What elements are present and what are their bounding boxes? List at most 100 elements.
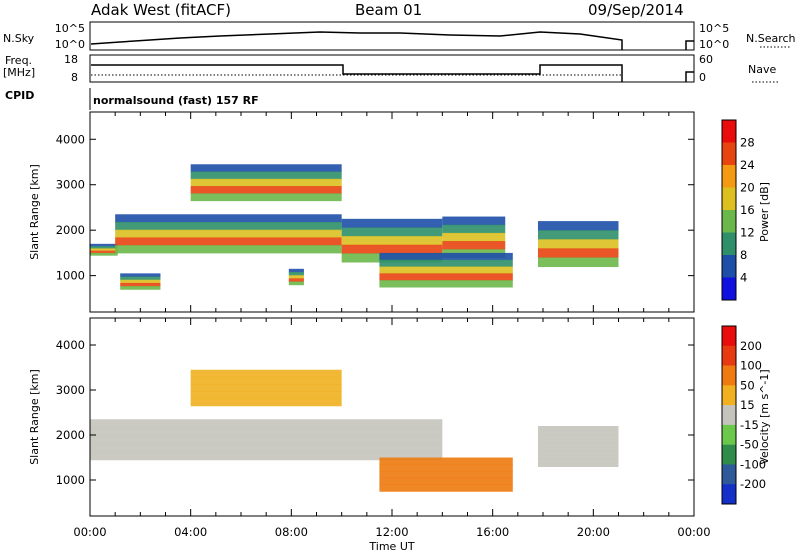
power-feature-4-band-1 [537,230,619,240]
power-feature-2-band-2 [341,236,443,246]
power-feature-6-band-0 [120,273,161,278]
xtick-label-1: 04:00 [174,525,207,539]
velocity-colorbar-label: Velocity [m s^-1] [758,369,771,464]
power-colorbar-tick-6: 28 [740,136,755,150]
velocity-feature-2-band-0 [379,457,513,465]
velocity-colorbar-tick-1: 100 [740,359,762,373]
freq-tick-bot: 8 [71,71,78,84]
velocity-colorbar: 200 100 50 15 -15 -50 -100 -200 [721,325,766,505]
freq-label: Freq. [5,54,32,67]
power-feature-0-band-0 [90,243,118,247]
nave-tick-top: 60 [699,53,713,66]
velocity-colorbar-swatch-0 [722,326,736,347]
velocity-feature-0-band-3 [90,443,443,453]
power-colorbar-swatch-2 [722,165,736,188]
velocity-feature-0-band-0 [90,419,443,428]
nsky-trace [90,31,623,50]
power-feature-8-band-0 [288,268,304,273]
velocity-feature-3-band-0 [537,426,619,435]
power-colorbar-tick-3: 16 [740,203,755,217]
velocity-colorbar-swatch-5 [722,424,736,445]
power-colorbar-swatch-5 [722,232,736,256]
velocity-colorbar-tick-5: -50 [740,438,759,452]
freq-trace-end [685,71,694,82]
cpid-value: normalsound (fast) 157 RF [93,94,259,107]
date-title: 09/Sep/2014 [588,1,684,19]
power-colorbar-tick-4: 20 [740,181,755,195]
power-colorbar-swatch-7 [722,277,736,301]
nsky-trace-end [685,40,694,50]
nsky-tick-top: 10^5 [55,22,85,35]
velocity-colorbar-tick-3: 15 [740,398,755,412]
power-feature-3-band-3 [442,241,506,250]
power-feature-5-band-3 [190,186,342,194]
velocity-colorbar-swatch-3 [722,385,736,406]
power-feature-8-band-4 [288,281,304,286]
velocity-feature-1-band-1 [190,376,342,385]
velocity-colorbar-tick-6: -100 [740,457,766,471]
power-marks [90,164,619,290]
power-feature-0-band-2 [90,248,118,252]
velocity-feature-1-band-0 [190,369,342,378]
velocity-colorbar-swatch-7 [722,464,736,485]
velocity-colorbar-swatch-1 [722,345,736,366]
power-colorbar-swatch-4 [722,210,736,233]
power-ytick-label-1: 2000 [56,223,85,237]
velocity-feature-0-band-1 [90,427,443,436]
velocity-colorbar-swatch-2 [722,365,736,386]
power-ylabel: Slant Range [km] [28,164,41,260]
xtick-label-0: 00:00 [73,525,106,539]
power-feature-5-band-1 [190,171,342,180]
velocity-colorbar-tick-0: 200 [740,339,762,353]
velocity-feature-0-band-2 [90,435,443,445]
xtick-label-2: 08:00 [275,525,308,539]
power-colorbar-tick-5: 24 [740,158,755,172]
xtick-label-6: 00:00 [677,525,710,539]
power-feature-8-band-1 [288,272,304,276]
power-feature-6-band-3 [120,282,161,287]
power-feature-1-band-3 [115,237,342,246]
power-feature-2-band-1 [341,227,443,237]
time-axis: 00:00 04:00 08:00 12:00 16:00 20:00 00:00 [73,525,710,539]
power-colorbar-swatch-6 [722,255,736,278]
velocity-feature-3-band-3 [537,450,619,459]
velocity-ytick-label-0: 1000 [56,473,85,487]
nsky-tick-bot: 10^0 [55,38,85,51]
power-feature-7-band-0 [379,252,513,261]
velocity-feature-1-band-3 [190,391,342,400]
power-feature-6-band-2 [120,279,161,284]
velocity-ytick-label-2: 3000 [56,383,85,397]
power-colorbar-tick-2: 12 [740,226,755,240]
power-feature-4-band-3 [537,248,619,258]
power-colorbar: 4 8 12 16 20 24 28 [721,119,755,301]
power-colorbar-swatch-3 [722,187,736,211]
nsky-strip-frame [89,21,695,51]
power-feature-4-band-4 [537,257,619,268]
velocity-ytick-label-1: 2000 [56,428,85,442]
power-colorbar-label: Power [dB] [758,182,771,242]
station-title: Adak West (fitACF) [91,1,231,19]
xtick-label-3: 12:00 [375,525,408,539]
power-feature-8-band-2 [288,275,304,279]
velocity-feature-1-band-2 [190,384,342,392]
power-feature-5-band-4 [190,193,342,202]
power-feature-3-band-2 [442,232,506,242]
velocity-colorbar-tick-4: -15 [740,418,759,432]
nsky-label: N.Sky [3,32,35,45]
power-colorbar-swatch-1 [722,142,736,166]
power-feature-1-band-4 [115,245,342,254]
velocity-feature-2-band-4 [379,484,513,492]
xtick-label-5: 20:00 [577,525,610,539]
nave-label: Nave [748,63,776,76]
power-feature-0-band-3 [90,250,118,254]
velocity-feature-1-band-4 [190,398,342,407]
power-feature-6-band-4 [120,286,161,290]
velocity-axis: 1000 2000 3000 4000 [56,318,695,516]
velocity-ylabel: Slant Range [km] [28,369,41,465]
power-colorbar-tick-1: 8 [740,248,747,262]
velocity-marks [90,369,619,492]
power-axis: 1000 2000 3000 4000 [56,112,695,312]
velocity-colorbar-tick-2: 50 [740,378,755,392]
power-feature-5-band-0 [190,164,342,173]
